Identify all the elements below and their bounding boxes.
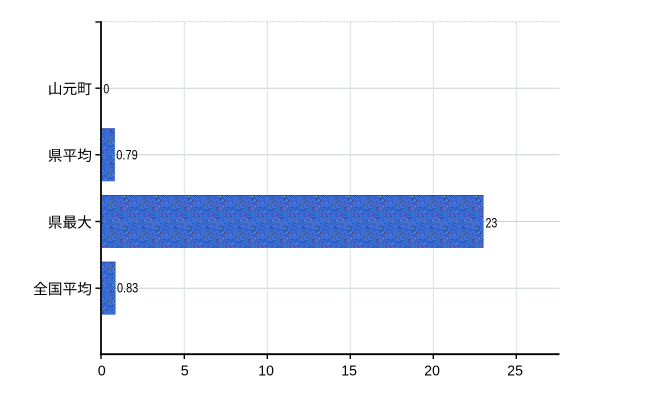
svg-text:5: 5 (181, 363, 189, 380)
svg-text:0.83: 0.83 (117, 281, 138, 297)
svg-text:25: 25 (507, 363, 523, 380)
svg-text:15: 15 (341, 363, 357, 380)
svg-text:20: 20 (424, 363, 440, 380)
svg-text:0: 0 (98, 363, 106, 380)
svg-text:10: 10 (258, 363, 274, 380)
svg-text:23: 23 (486, 215, 498, 231)
svg-text:0: 0 (103, 82, 109, 98)
svg-text:0.79: 0.79 (116, 148, 137, 164)
